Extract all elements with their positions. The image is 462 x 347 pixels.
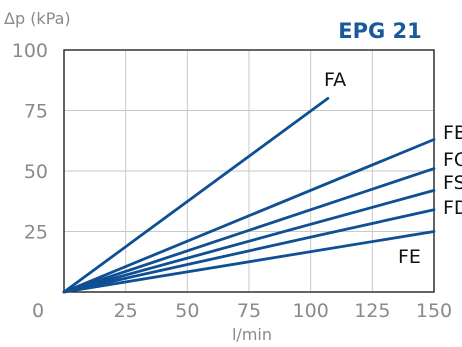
x-axis-label: l/min [232, 325, 272, 344]
grid [64, 50, 434, 292]
y-tick-label: 100 [12, 40, 48, 62]
x-tick-label: 150 [416, 300, 452, 322]
series-line-fe [62, 230, 436, 294]
x-tick-label: 50 [175, 300, 199, 322]
series-line-fc [62, 167, 436, 294]
series-label-fa: FA [324, 69, 346, 91]
x-tick-label: 100 [293, 300, 329, 322]
series-line-fs [62, 189, 436, 294]
series-label-fc: FC [443, 149, 462, 171]
x-tick-label: 75 [237, 300, 261, 322]
x-tick-label: 0 [32, 300, 44, 322]
x-tick-label: 125 [354, 300, 390, 322]
series-label-fd: FD [443, 197, 462, 219]
axis-ticks: 0 25 50 75 100 125 150 25 50 75 100 [12, 40, 452, 322]
series-line-fd [62, 208, 436, 294]
series-lines [62, 97, 436, 294]
series-line-fb [62, 138, 436, 294]
x-tick-label: 25 [114, 300, 138, 322]
y-tick-label: 75 [24, 101, 48, 123]
chart-title: EPG 21 [338, 19, 422, 43]
y-tick-label: 25 [24, 222, 48, 244]
plot-frame [63, 49, 435, 293]
series-label-fe: FE [398, 246, 421, 268]
series-label-fb: FB [443, 122, 462, 144]
y-tick-label: 50 [24, 161, 48, 183]
series-label-fs: FS [443, 172, 462, 194]
series-line-fa [62, 97, 330, 294]
y-axis-label: Δp (kPa) [4, 9, 71, 28]
